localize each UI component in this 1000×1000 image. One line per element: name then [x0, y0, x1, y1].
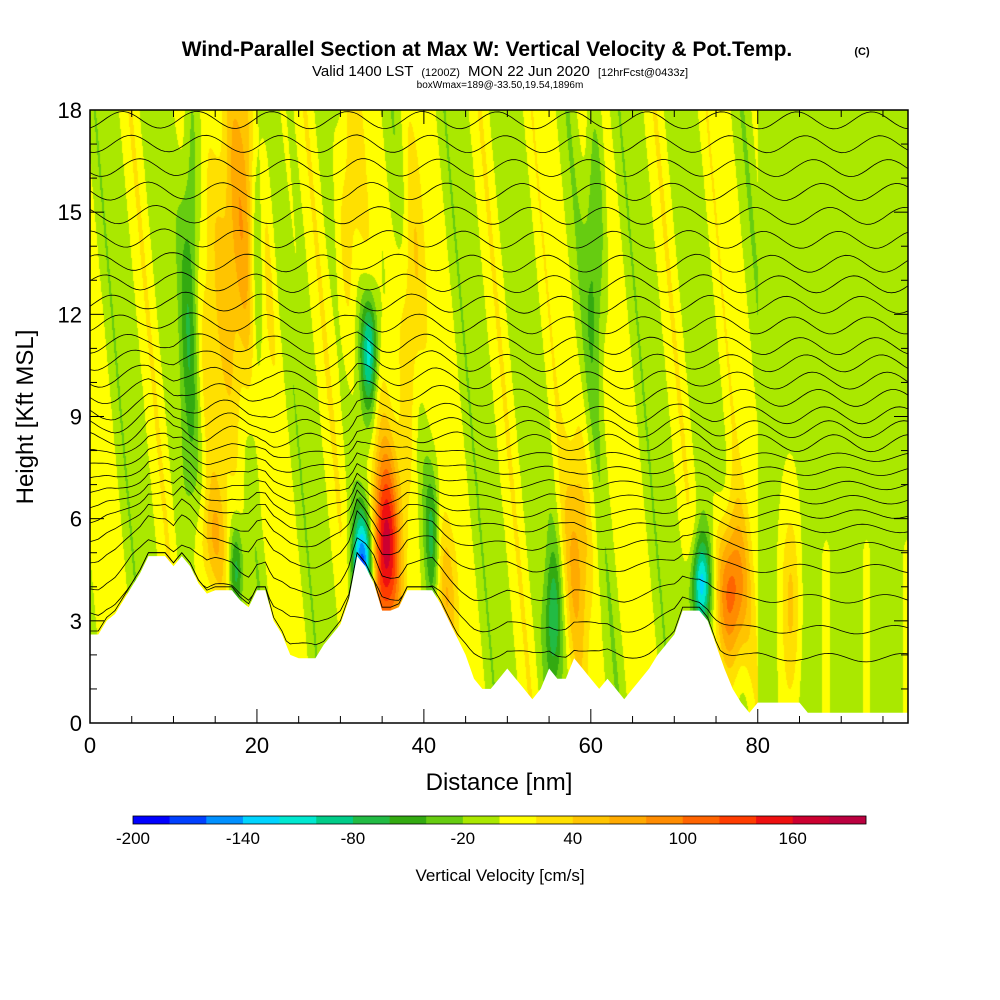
x-tick-label: 60: [579, 733, 603, 758]
colorbar-swatch: [426, 816, 464, 824]
colorbar-swatch: [719, 816, 757, 824]
isentrope-line: [90, 134, 908, 154]
isentrope-line: [90, 181, 908, 201]
colorbar: -200 -140 -80 -20 40 100 160: [116, 815, 867, 848]
colorbar-tick-label: -200: [116, 829, 150, 848]
chart-subtitle: Valid 1400 LST (1200Z) MON 22 Jun 2020 […: [312, 63, 688, 80]
colorbar-tick-label: 160: [779, 829, 807, 848]
colorbar-tick-label: -140: [226, 829, 260, 848]
isentrope-line: [90, 331, 908, 356]
title-mark: (C): [854, 46, 870, 58]
colorbar-swatch: [756, 816, 793, 824]
isentrope-line: [90, 405, 908, 439]
colorbar-swatch: [829, 816, 867, 824]
colorbar-swatch: [169, 816, 207, 824]
y-tick-label: 3: [70, 609, 82, 634]
isentrope-line: [90, 110, 908, 130]
y-tick-label: 6: [70, 507, 82, 532]
colorbar-swatch: [682, 816, 720, 824]
y-tick-label: 15: [58, 200, 82, 225]
isentrope-line: [90, 509, 908, 574]
subtitle-date: MON 22 Jun 2020: [468, 63, 590, 80]
colorbar-swatch: [206, 816, 244, 824]
x-tick-label: 20: [245, 733, 269, 758]
colorbar-swatch: [316, 816, 354, 824]
isentrope-line: [90, 485, 908, 534]
colorbar-tick-label: -80: [341, 829, 366, 848]
isentrope-line: [90, 228, 908, 249]
colorbar-label: Vertical Velocity [cm/s]: [415, 866, 584, 885]
potential-temperature-contours: [90, 110, 908, 663]
terrain: [90, 556, 908, 723]
colorbar-swatch: [133, 816, 170, 824]
isentrope-line: [90, 363, 908, 390]
colorbar-swatch: [389, 816, 427, 824]
colorbar-swatch: [609, 816, 647, 824]
colorbar-swatch: [536, 816, 574, 824]
colorbar-swatch: [242, 816, 280, 824]
colorbar-tick-label: -20: [451, 829, 476, 848]
colorbar-swatch: [352, 816, 390, 824]
colorbar-swatch: [499, 816, 537, 824]
isentrope-line: [90, 346, 908, 373]
colorbar-swatch: [462, 816, 500, 824]
box-note: boxWmax=189@-33.50,19.54,1896m: [417, 80, 584, 91]
colorbar-swatch: [646, 816, 684, 824]
colorbar-swatch: [572, 816, 610, 824]
subtitle-utc: (1200Z): [421, 67, 460, 79]
isentrope-line: [90, 444, 908, 476]
x-tick-label: 40: [412, 733, 436, 758]
isentrope-line: [90, 465, 908, 505]
y-tick-label: 12: [58, 302, 82, 327]
y-axis-label: Height [Kft MSL]: [12, 330, 39, 505]
x-tick-label: 80: [746, 733, 770, 758]
isentrope-line: [90, 271, 908, 294]
isentrope-line: [90, 158, 908, 178]
isentrope-line: [90, 312, 908, 335]
subtitle-forecast: [12hrFcst@0433z]: [598, 67, 688, 79]
isentrope-line: [90, 252, 908, 273]
isentrope-line: [90, 205, 908, 225]
chart-title: Wind-Parallel Section at Max W: Vertical…: [182, 38, 793, 61]
y-tick-label: 9: [70, 405, 82, 430]
colorbar-tick-label: 100: [669, 829, 697, 848]
isentrope-line: [90, 393, 908, 425]
colorbar-swatch: [792, 816, 830, 824]
isentrope-line: [90, 291, 908, 314]
isentrope-line: [90, 551, 908, 635]
isentrope-line: [90, 455, 908, 491]
subtitle-valid: Valid 1400 LST: [312, 63, 413, 80]
isentrope-line: [90, 378, 908, 407]
colorbar-frame: [132, 815, 867, 825]
isentrope-line: [90, 551, 908, 663]
isentrope-line: [90, 432, 908, 462]
isentrope-line: [90, 475, 908, 519]
colorbar-tick-label: 40: [563, 829, 582, 848]
y-tick-label: 0: [70, 711, 82, 736]
axis-ticks: 0 20 40 60 80 0 3 6 9 12 15 18: [58, 98, 908, 758]
x-axis-label: Distance [nm]: [426, 769, 573, 796]
y-tick-label: 18: [58, 98, 82, 123]
isentrope-line: [90, 498, 908, 552]
isentrope-line: [90, 416, 908, 453]
colorbar-swatch: [279, 816, 317, 824]
isentrope-line: [90, 537, 908, 604]
x-tick-label: 0: [84, 733, 96, 758]
